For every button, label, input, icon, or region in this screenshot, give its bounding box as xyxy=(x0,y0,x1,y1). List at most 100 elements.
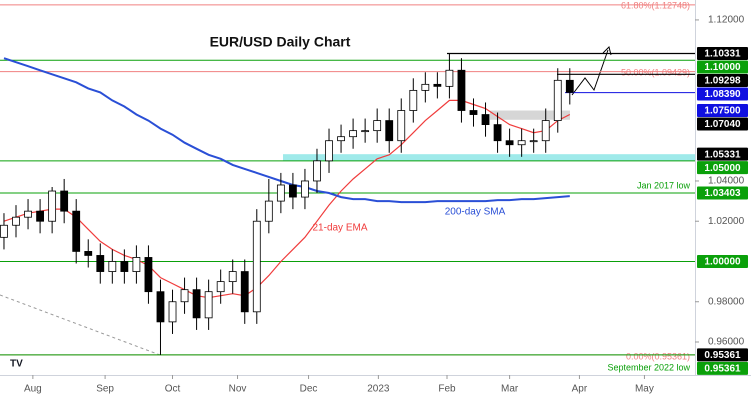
candle-body xyxy=(108,261,117,272)
candle-body xyxy=(421,83,430,91)
fib-label: 61.80%(1.12748) xyxy=(621,0,690,10)
candle-body xyxy=(457,69,466,111)
x-tick-label: Aug xyxy=(24,384,42,395)
candle-body xyxy=(12,216,20,226)
candle-body xyxy=(325,140,333,162)
candle-body xyxy=(24,210,32,218)
price-tag xyxy=(697,104,748,118)
candle-body xyxy=(433,83,442,87)
price-tag-label: 1.10000 xyxy=(704,62,741,73)
candle-body xyxy=(204,291,213,319)
ma-line xyxy=(3,57,570,204)
candle-body xyxy=(349,130,357,138)
x-tick-label: May xyxy=(635,384,654,395)
candle-body xyxy=(132,257,141,272)
price-tag-label: 0.95361 xyxy=(704,350,741,361)
candle-body xyxy=(168,301,177,323)
candle-body xyxy=(529,140,538,143)
price-tag-label: 1.07040 xyxy=(704,119,741,130)
candle-body xyxy=(565,79,574,93)
candle-body xyxy=(192,289,201,319)
candle-body xyxy=(481,114,490,126)
candle-body xyxy=(337,136,345,142)
candle-body xyxy=(60,190,69,212)
candle-body xyxy=(505,140,514,146)
price-tag xyxy=(697,47,748,61)
price-tag-label: 1.10331 xyxy=(704,49,741,60)
candle-body xyxy=(553,79,562,121)
price-tag xyxy=(697,348,748,362)
candle-body xyxy=(361,130,370,133)
price-tag xyxy=(697,361,748,375)
price-tag-label: 1.03403 xyxy=(704,188,741,199)
ma-line xyxy=(3,99,571,299)
candle-body xyxy=(144,257,153,293)
price-tag xyxy=(697,161,748,175)
annotation: Jan 2017 low xyxy=(637,180,691,190)
y-tick-label: 0.98000 xyxy=(708,296,745,307)
price-tag-label: 0.95361 xyxy=(704,364,741,375)
candle-body xyxy=(216,281,225,293)
y-tick-label: 1.04000 xyxy=(708,176,745,187)
candle-body xyxy=(373,120,382,132)
candle-body xyxy=(541,120,550,142)
price-tag-label: 1.05000 xyxy=(704,163,741,174)
x-tick-label: Feb xyxy=(438,384,456,395)
candle-body xyxy=(84,251,93,256)
candle-body xyxy=(409,89,418,111)
price-tag xyxy=(697,87,748,101)
candle-body xyxy=(72,210,81,252)
x-tick-label: Nov xyxy=(229,384,247,395)
y-tick-label: 1.12000 xyxy=(708,15,745,26)
x-tick-label: Mar xyxy=(501,384,519,395)
candle-body xyxy=(469,110,478,115)
candle-body xyxy=(493,124,502,142)
candle-body xyxy=(36,210,44,222)
candle-body xyxy=(48,190,57,222)
trend-line xyxy=(0,294,161,356)
candle-body xyxy=(301,180,309,198)
price-tag xyxy=(697,147,748,161)
candle-body xyxy=(276,184,285,202)
fib-label: 50.00%(1.09429) xyxy=(621,67,690,77)
logo: TV xyxy=(10,359,23,370)
price-tag-label: 1.09298 xyxy=(704,76,741,87)
price-tag xyxy=(697,254,748,268)
price-tag-label: 1.07500 xyxy=(704,106,741,117)
y-tick-label: 1.02000 xyxy=(708,216,745,227)
candle-body xyxy=(228,271,237,283)
zone xyxy=(283,154,695,161)
price-tag xyxy=(697,186,748,200)
candle-body xyxy=(120,261,129,272)
x-tick-label: Oct xyxy=(165,384,181,395)
candle-body xyxy=(445,69,454,87)
candle-body xyxy=(517,140,526,146)
ma-label: 21-day EMA xyxy=(312,223,367,234)
candle-body xyxy=(240,271,249,313)
candle-body xyxy=(313,160,321,182)
fib-label: 0.00%(0.95361) xyxy=(626,351,690,361)
annotation: September 2022 low xyxy=(607,362,690,372)
price-tag-label: 1.05331 xyxy=(704,149,741,160)
projection-arrow xyxy=(571,49,609,96)
candle-body xyxy=(180,289,189,303)
price-tag xyxy=(697,117,748,131)
arrow-head xyxy=(602,46,612,56)
x-tick-label: 2023 xyxy=(367,384,390,395)
candle-body xyxy=(289,184,297,198)
candle-body xyxy=(264,200,273,222)
x-tick-label: Sep xyxy=(96,384,114,395)
price-tag-label: 1.00000 xyxy=(704,257,741,268)
candle-body xyxy=(385,120,394,142)
candle-body xyxy=(252,220,261,313)
x-tick-label: Dec xyxy=(300,384,318,395)
zone xyxy=(490,110,570,120)
x-tick-label: Apr xyxy=(572,384,588,395)
price-tag-label: 1.08390 xyxy=(704,89,741,100)
candle-body xyxy=(397,110,406,142)
ma-label: 200-day SMA xyxy=(445,207,506,218)
price-tag xyxy=(697,60,748,74)
candle-body xyxy=(156,291,165,323)
candle-body xyxy=(0,224,8,238)
